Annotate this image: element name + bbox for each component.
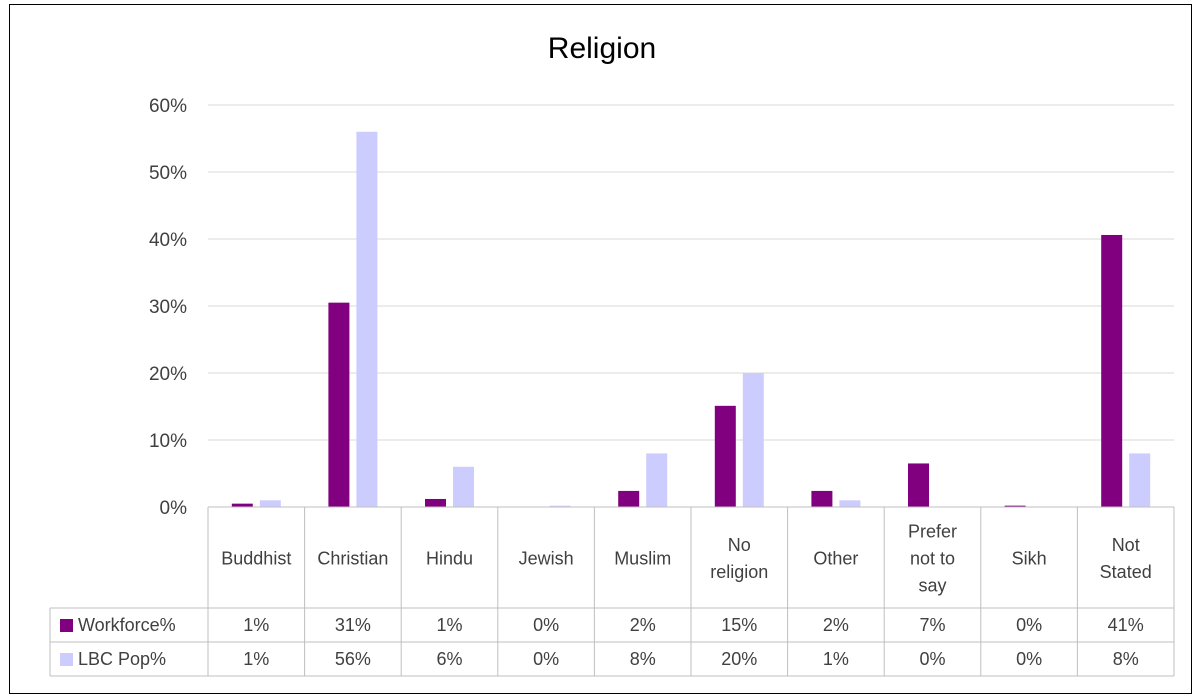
bar [811, 490, 833, 507]
category-label: Not [1112, 535, 1140, 555]
data-label: 7% [919, 615, 945, 635]
data-label: 0% [533, 615, 559, 635]
bar [259, 500, 281, 507]
category-label: not to [910, 549, 955, 569]
category-label: Other [813, 549, 858, 569]
bar [1129, 453, 1151, 507]
legend-swatch [60, 653, 73, 666]
y-tick-label: 40% [149, 230, 187, 251]
category-label: Hindu [426, 549, 473, 569]
category-label: Muslim [614, 549, 671, 569]
bars [231, 131, 1151, 508]
category-label: Prefer [908, 522, 957, 542]
bar [425, 498, 446, 507]
category-label: Sikh [1012, 549, 1047, 569]
bar [646, 453, 668, 507]
bar [453, 466, 474, 507]
data-label: 1% [243, 649, 269, 669]
legend-swatch [60, 619, 73, 632]
data-label: 41% [1108, 615, 1144, 635]
data-label: 56% [335, 649, 371, 669]
chart-frame [9, 4, 1192, 694]
data-label: 31% [335, 615, 371, 635]
y-tick-label: 10% [149, 431, 187, 452]
category-label: religion [710, 562, 768, 582]
data-table: Buddhist Christian Hindu Jewish Muslim No reli… [49, 506, 1175, 677]
data-label: 0% [919, 649, 945, 669]
y-axis: 0% 10% 20% 30% 40% 50% 60% [149, 96, 187, 519]
y-tick-label: 30% [149, 297, 187, 318]
y-tick-label: 50% [149, 163, 187, 184]
data-label: 0% [533, 649, 559, 669]
legend-label: Workforce% [78, 615, 176, 635]
chart-title: Religion [547, 32, 657, 65]
bar [1101, 234, 1123, 508]
bar [839, 500, 861, 507]
data-label: 20% [721, 649, 757, 669]
gridlines [208, 104, 1174, 441]
data-label: 2% [823, 615, 849, 635]
bar [231, 503, 253, 507]
category-label: No [728, 535, 751, 555]
category-label: Stated [1100, 562, 1152, 582]
bar [618, 490, 640, 507]
category-label: Christian [317, 549, 388, 569]
data-label: 6% [436, 649, 462, 669]
category-label: Jewish [519, 549, 574, 569]
bar [356, 131, 378, 508]
category-label: Buddhist [221, 549, 291, 569]
bar [714, 405, 736, 507]
data-label: 2% [630, 615, 656, 635]
data-label: 1% [823, 649, 849, 669]
y-tick-label: 20% [149, 364, 187, 385]
data-label: 0% [1016, 649, 1042, 669]
bar [549, 505, 571, 507]
bar [908, 463, 929, 507]
bar [1004, 505, 1026, 507]
data-label: 8% [1113, 649, 1139, 669]
data-label: 1% [243, 615, 269, 635]
category-label: say [918, 576, 946, 596]
y-tick-label: 60% [149, 96, 187, 117]
legend-label: LBC Pop% [78, 649, 166, 669]
data-label: 15% [721, 615, 757, 635]
bar [328, 302, 350, 507]
data-label: 0% [1016, 615, 1042, 635]
y-tick-label: 0% [160, 498, 188, 519]
bar [742, 373, 764, 507]
data-label: 1% [436, 615, 462, 635]
data-label: 8% [630, 649, 656, 669]
